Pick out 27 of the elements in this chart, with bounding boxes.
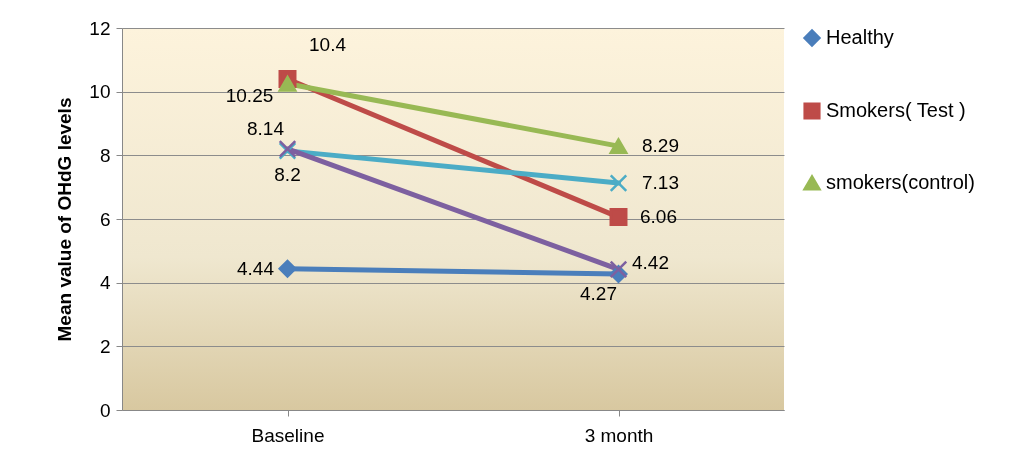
data-label: 7.13 <box>642 172 679 194</box>
y-tick-label: 6 <box>99 208 111 230</box>
x-tick-label: Baseline <box>251 424 325 446</box>
y-tick-label: 10 <box>89 81 111 103</box>
point <box>609 174 628 193</box>
data-label: 4.42 <box>632 252 669 274</box>
y-tick-label: 12 <box>89 17 111 39</box>
data-label: 8.2 <box>274 163 301 185</box>
data-label: 8.14 <box>247 117 285 139</box>
y-tick-label: 2 <box>99 335 111 357</box>
point <box>278 259 297 278</box>
data-label: 10.4 <box>309 33 347 55</box>
legend-label: Smokers( Test ) <box>826 99 966 121</box>
y-tick-label: 0 <box>99 399 111 421</box>
point <box>609 208 628 227</box>
data-label: 6.06 <box>640 206 677 228</box>
data-label: 4.44 <box>237 257 275 279</box>
legend-label: Healthy <box>826 26 894 48</box>
legend-label: smokers(control) <box>826 171 975 193</box>
point <box>609 260 628 279</box>
y-axis-title: Mean value of OHdG levels <box>54 97 76 342</box>
data-label: 8.29 <box>642 135 679 157</box>
y-tick-label: 8 <box>99 144 111 166</box>
data-label: 4.27 <box>580 283 617 305</box>
x-tick-label: 3 month <box>584 424 654 446</box>
y-tick-label: 4 <box>99 272 111 294</box>
data-label: 10.25 <box>225 84 274 106</box>
